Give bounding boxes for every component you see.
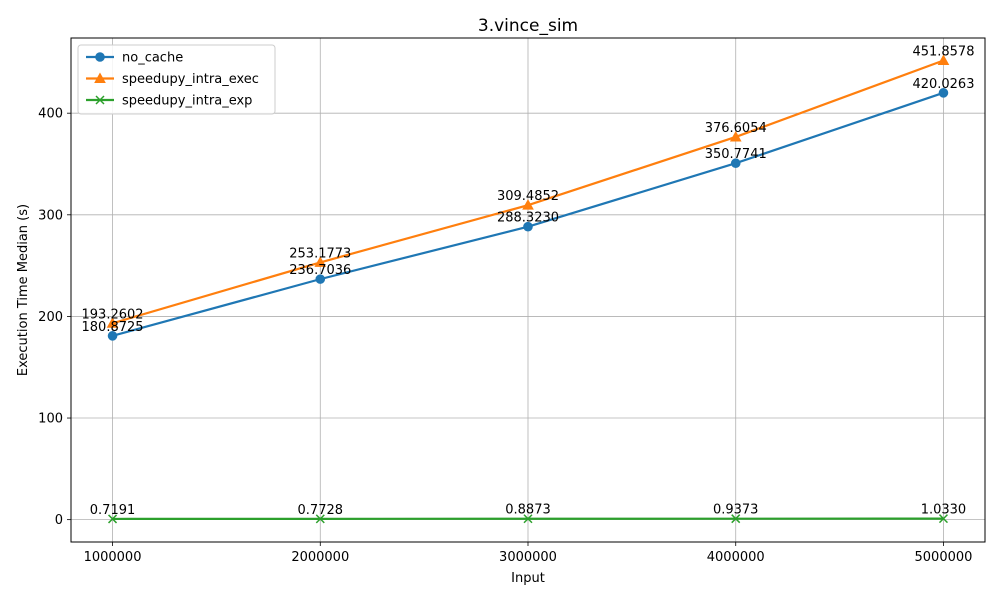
- legend-label: speedupy_intra_exec: [122, 72, 259, 87]
- y-tick-label: 200: [38, 310, 63, 325]
- x-tick-label: 4000000: [707, 550, 765, 565]
- y-tick-label: 100: [38, 412, 63, 427]
- x-tick-label: 3000000: [499, 550, 557, 565]
- y-tick-label: 300: [38, 208, 63, 223]
- x-tick-label: 5000000: [915, 550, 973, 565]
- data-label: 0.9373: [713, 503, 759, 518]
- legend-label: no_cache: [122, 51, 183, 66]
- legend-marker: [96, 53, 105, 62]
- x-tick-label: 2000000: [291, 550, 349, 565]
- data-label: 420.0263: [912, 77, 974, 92]
- data-label: 253.1773: [289, 246, 351, 261]
- x-axis-label: Input: [511, 571, 545, 586]
- data-label: 0.7728: [298, 503, 344, 518]
- data-label: 0.8873: [505, 503, 551, 518]
- data-label: 309.4852: [497, 189, 559, 204]
- data-label: 0.7191: [90, 503, 136, 518]
- y-tick-label: 0: [55, 513, 63, 528]
- data-label: 376.6054: [705, 121, 767, 136]
- y-axis-ticks: 0 100 200 300 400: [38, 107, 71, 528]
- x-axis-ticks: 1000000 2000000 3000000 4000000 5000000: [84, 542, 973, 565]
- x-tick-label: 1000000: [84, 550, 142, 565]
- chart-title: 3.vince_sim: [478, 16, 578, 36]
- data-label: 236.7036: [289, 263, 351, 278]
- data-label: 1.0330: [921, 503, 967, 518]
- y-axis-label: Execution Time Median (s): [16, 204, 31, 376]
- legend: no_cache speedupy_intra_exec speedupy_intr…: [78, 45, 275, 114]
- data-label: 193.2602: [82, 307, 144, 322]
- data-label: 451.8578: [912, 44, 974, 59]
- y-tick-label: 400: [38, 107, 63, 122]
- data-label: 288.3230: [497, 211, 559, 226]
- legend-label: speedupy_intra_exp: [122, 94, 252, 109]
- data-label: 350.7741: [705, 147, 767, 162]
